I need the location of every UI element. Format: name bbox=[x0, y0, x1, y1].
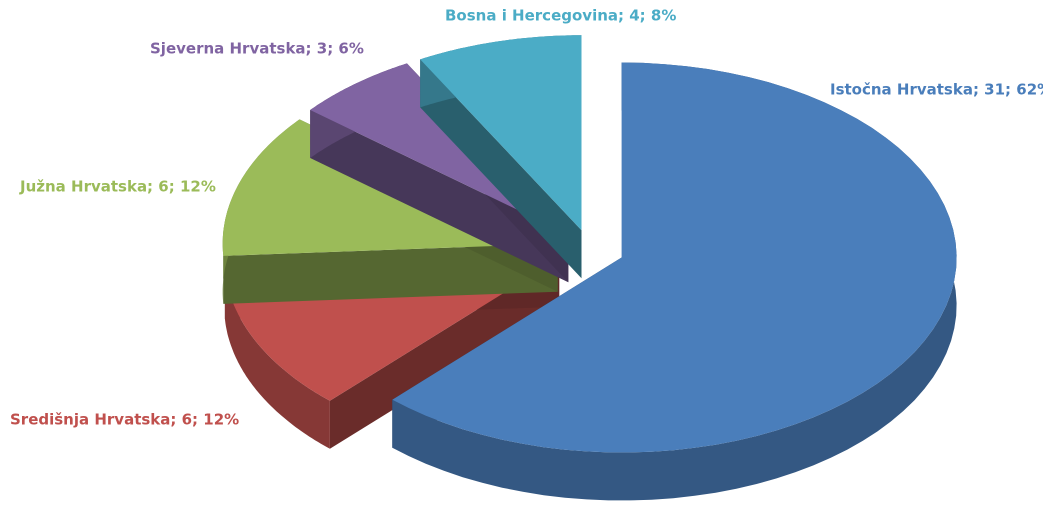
slice-top bbox=[392, 62, 957, 453]
slice-side bbox=[392, 62, 957, 501]
data-label: Sjeverna Hrvatska; 3; 6% bbox=[150, 40, 364, 58]
slice-wall bbox=[310, 110, 569, 283]
data-label: Središnja Hrvatska; 6; 12% bbox=[10, 411, 239, 429]
slice-wall bbox=[420, 59, 582, 279]
slice-wall bbox=[223, 243, 558, 304]
slice-side bbox=[224, 270, 330, 449]
pie-slice bbox=[392, 62, 957, 501]
data-label: Bosna i Hercegovina; 4; 8% bbox=[445, 7, 676, 25]
slice-top bbox=[420, 35, 582, 231]
data-label: Južna Hrvatska; 6; 12% bbox=[19, 178, 216, 196]
pie-slice bbox=[420, 35, 582, 279]
data-label: Istočna Hrvatska; 31; 62% bbox=[830, 81, 1043, 99]
